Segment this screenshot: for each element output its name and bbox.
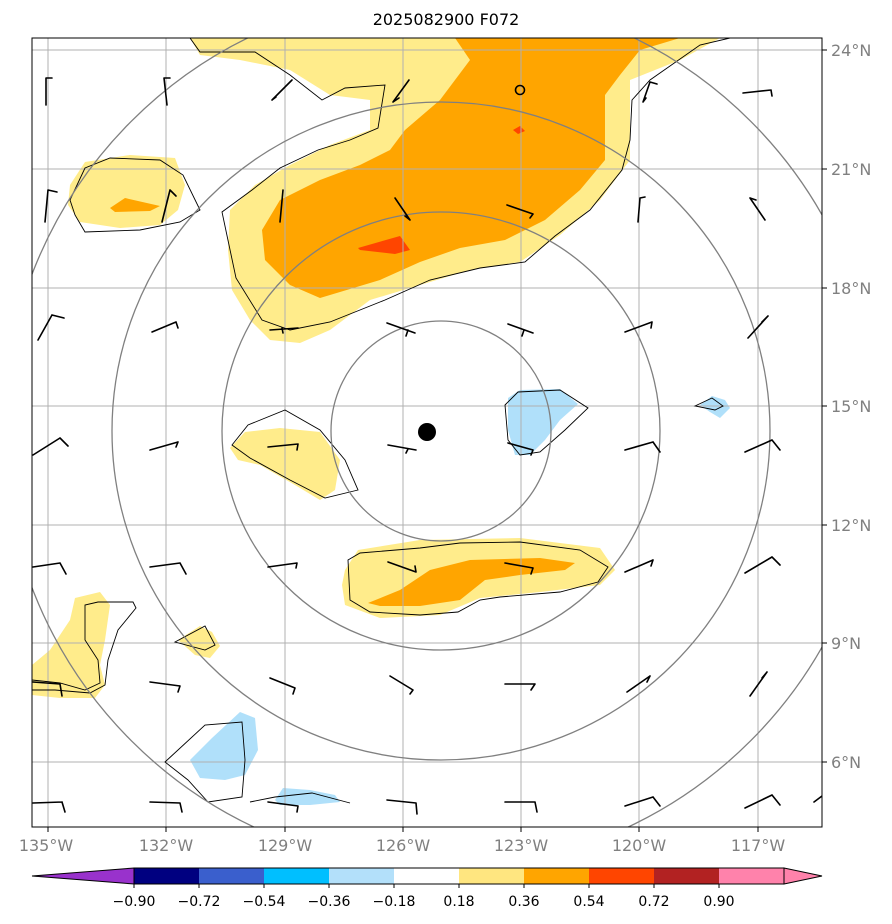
negative-region-far-east	[700, 396, 730, 418]
lat-label-12n: 12°N	[831, 516, 871, 535]
wind-barbs	[32, 77, 822, 815]
colorbar-label: −0.72	[178, 894, 221, 910]
positive-region-south-orange	[368, 558, 575, 606]
lon-label-129w: 129°W	[258, 836, 313, 855]
lat-label-21n: 21°N	[831, 160, 871, 179]
colorbar: −0.90 −0.72 −0.54 −0.36 −0.18 0.18 0.36 …	[31, 867, 823, 910]
colorbar-label: −0.54	[243, 894, 286, 910]
storm-center-marker	[418, 423, 436, 441]
lon-label-120w: 120°W	[612, 836, 667, 855]
map-frame	[31, 37, 823, 828]
contour-lines	[32, 38, 731, 804]
lat-label-15n: 15°N	[831, 397, 871, 416]
colorbar-segment	[654, 868, 719, 884]
colorbar-segment	[589, 868, 654, 884]
lat-label-24n: 24°N	[831, 41, 871, 60]
positive-region-southwest	[32, 592, 110, 698]
colorbar-label: −0.18	[373, 894, 416, 910]
colorbar-extend-high	[783, 867, 823, 885]
colorbar-label: 0.90	[703, 894, 734, 910]
latitude-labels: 24°N 21°N 18°N 15°N 12°N 9°N 6°N	[831, 41, 871, 772]
colorbar-label: 0.72	[638, 894, 669, 910]
positive-region-west	[68, 155, 185, 228]
negative-region-southwest	[190, 712, 258, 780]
colorbar-label: 0.36	[508, 894, 539, 910]
colorbar-segment	[199, 868, 264, 884]
colorbar-label: 0.54	[573, 894, 604, 910]
graticule	[32, 38, 822, 827]
lon-label-126w: 126°W	[376, 836, 431, 855]
lon-label-117w: 117°W	[731, 836, 786, 855]
negative-region-south	[275, 788, 340, 805]
lat-label-18n: 18°N	[831, 279, 871, 298]
colorbar-segment	[264, 868, 329, 884]
lat-label-6n: 6°N	[831, 753, 861, 772]
map-area	[32, 38, 822, 827]
colorbar-segment	[524, 868, 589, 884]
colorbar-segment	[459, 868, 524, 884]
colorbar-label: −0.90	[113, 894, 156, 910]
peak-north-small	[513, 126, 525, 134]
colorbar-label: −0.36	[308, 894, 351, 910]
positive-region-north-orange	[262, 38, 680, 298]
peak-north	[358, 236, 410, 254]
lat-label-9n: 9°N	[831, 634, 861, 653]
colorbar-segment	[719, 868, 784, 884]
colorbar-segment	[329, 868, 394, 884]
range-rings	[32, 38, 822, 827]
axis-ticks	[47, 49, 827, 832]
colorbar-label: 0.18	[443, 894, 474, 910]
positive-region-west-orange	[110, 198, 160, 212]
map-title: 2025082900 F072	[372, 10, 520, 29]
lon-label-123w: 123°W	[494, 836, 549, 855]
lon-label-132w: 132°W	[139, 836, 194, 855]
longitude-labels: 135°W 132°W 129°W 126°W 123°W 120°W 117°…	[19, 836, 786, 855]
secondary-center-marker	[514, 84, 526, 96]
colorbar-extend-low	[31, 867, 135, 885]
lon-label-135w: 135°W	[19, 836, 74, 855]
colorbar-segment	[394, 868, 459, 884]
colorbar-segment	[134, 868, 199, 884]
